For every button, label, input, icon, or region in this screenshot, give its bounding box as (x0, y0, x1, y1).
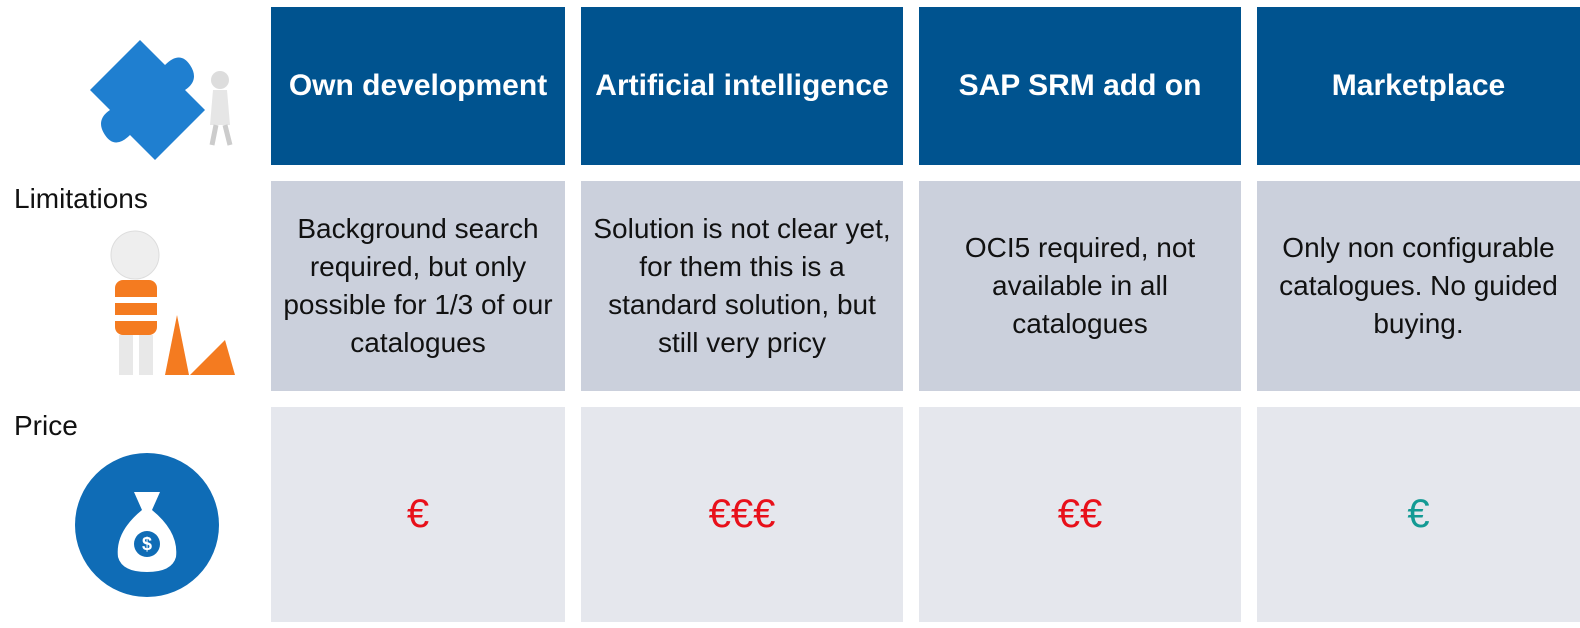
price-cell: €€€ (581, 407, 903, 622)
price-cell: € (1257, 407, 1580, 622)
price-cell: €€ (919, 407, 1241, 622)
column-header: Marketplace (1257, 7, 1580, 165)
svg-text:$: $ (142, 534, 152, 554)
column-header: Artificial intelligence (581, 7, 903, 165)
limitation-cell: Background search required, but only pos… (271, 181, 565, 391)
worker-icon (110, 230, 235, 375)
row-label: Limitations (14, 183, 148, 214)
limitation-cell: OCI5 required, not available in all cata… (919, 181, 1241, 391)
row-label: Price (14, 410, 78, 441)
price-cell: € (271, 407, 565, 622)
puzzle-icon (90, 40, 233, 160)
column-header: Own development (271, 7, 565, 165)
money-icon: $ (75, 453, 219, 597)
limitation-cell: Only non configurable catalogues. No gui… (1257, 181, 1580, 391)
limitation-cell: Solution is not clear yet, for them this… (581, 181, 903, 391)
column-header: SAP SRM add on (919, 7, 1241, 165)
